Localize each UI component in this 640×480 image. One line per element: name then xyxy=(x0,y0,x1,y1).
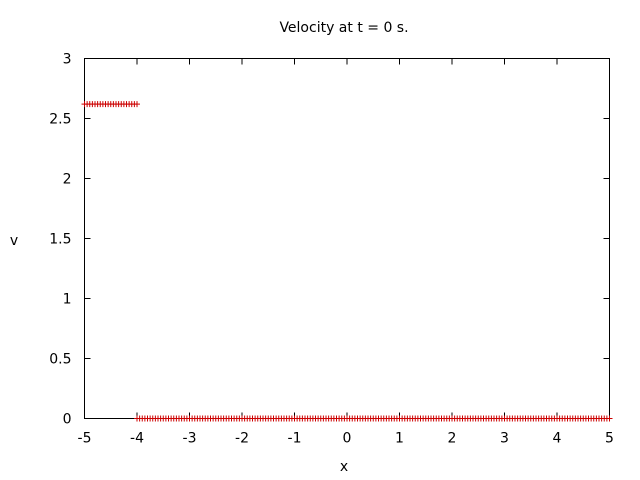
y-tick-label: 1.5 xyxy=(49,232,71,248)
y-tick-label: 0.5 xyxy=(49,352,71,368)
x-axis-label: x xyxy=(340,459,348,475)
x-tick-label: 3 xyxy=(500,431,509,447)
x-tick-label: -2 xyxy=(235,431,249,447)
y-tick-label: 1 xyxy=(63,292,72,308)
y-axis-label: v xyxy=(10,233,18,249)
x-tick-label: 0 xyxy=(343,431,352,447)
data-points xyxy=(81,101,613,422)
y-tick-label: 2 xyxy=(63,172,72,188)
x-tick-label: -5 xyxy=(78,431,92,447)
chart-title: Velocity at t = 0 s. xyxy=(279,20,408,36)
x-tick-label: 2 xyxy=(448,431,457,447)
data-point xyxy=(134,101,140,108)
axis-ticks: -5 -4 -3 -2 -1 0 1 2 3 4 5 0 0.5 1 1.5 2 2.5 3 xyxy=(49,52,614,447)
x-tick-label: 5 xyxy=(605,431,614,447)
y-tick-label: 0 xyxy=(63,412,72,428)
plot-frame xyxy=(84,58,610,419)
data-point xyxy=(606,415,613,422)
x-tick-label: 1 xyxy=(395,431,404,447)
y-tick-label: 3 xyxy=(63,52,72,68)
x-tick-label: -4 xyxy=(130,431,144,447)
x-tick-label: -3 xyxy=(183,431,197,447)
x-tick-label: -1 xyxy=(288,431,302,447)
y-tick-label: 2.5 xyxy=(49,112,71,128)
x-tick-label: 4 xyxy=(553,431,562,447)
